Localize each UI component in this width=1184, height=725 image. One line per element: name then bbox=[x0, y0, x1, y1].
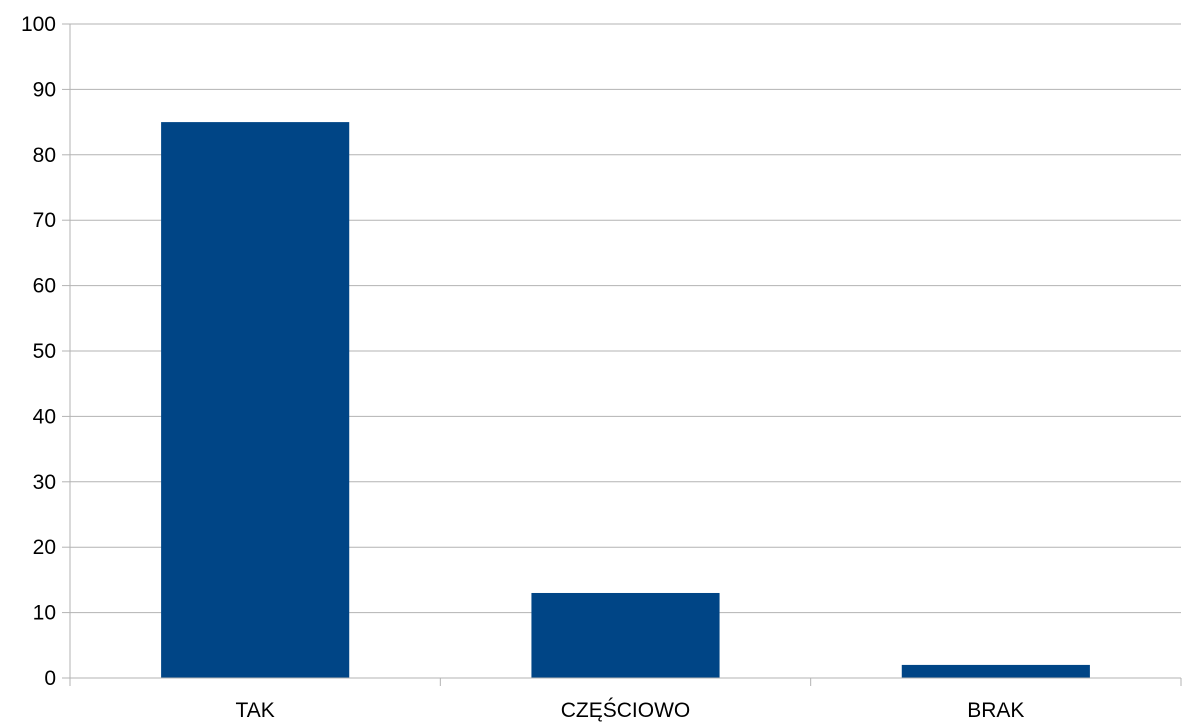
y-tick-label-70: 70 bbox=[33, 209, 56, 232]
y-tick-label-40: 40 bbox=[33, 405, 56, 428]
x-tick-labels: TAK CZĘŚCIOWO BRAK bbox=[236, 698, 1025, 722]
bar-brak bbox=[901, 664, 1090, 678]
x-tick-label-tak: TAK bbox=[236, 699, 275, 722]
y-tick-label-50: 50 bbox=[33, 340, 56, 363]
y-tick-label-30: 30 bbox=[33, 471, 56, 494]
y-tick-label-20: 20 bbox=[33, 536, 56, 559]
bar-tak bbox=[161, 122, 350, 679]
y-tick-label-100: 100 bbox=[21, 13, 56, 36]
axes bbox=[62, 23, 1182, 686]
y-tick-label-90: 90 bbox=[33, 78, 56, 101]
bars bbox=[161, 122, 1090, 679]
x-tick-label-częściowo: CZĘŚCIOWO bbox=[561, 698, 691, 722]
y-tick-label-60: 60 bbox=[33, 275, 56, 298]
x-tick-label-brak: BRAK bbox=[967, 699, 1024, 722]
y-tick-labels: 0 10 20 30 40 50 60 70 80 90 100 bbox=[21, 13, 56, 690]
y-tick-label-10: 10 bbox=[33, 602, 56, 625]
y-tick-label-80: 80 bbox=[33, 144, 56, 167]
bar-częściowo bbox=[531, 592, 720, 678]
y-tick-label-0: 0 bbox=[44, 667, 56, 690]
